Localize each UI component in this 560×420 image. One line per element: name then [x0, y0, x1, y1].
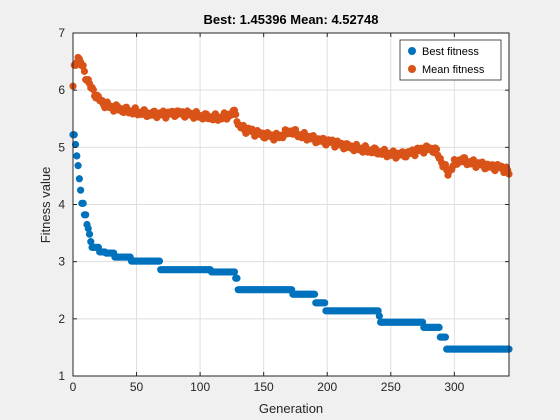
x-tick-label: 300 [444, 380, 464, 394]
data-point [89, 86, 97, 94]
y-axis-label: Fitness value [38, 167, 53, 244]
data-point [232, 110, 240, 119]
data-point [79, 199, 87, 207]
data-point [80, 67, 89, 75]
y-tick-label: 2 [58, 312, 65, 326]
data-point [230, 268, 239, 276]
axis-ticks: 0 50 100 150 200 250 300 1 2 3 4 5 6 7 [58, 26, 509, 394]
x-tick-label: 150 [254, 380, 274, 394]
data-point [310, 290, 319, 298]
data-point [84, 224, 92, 233]
x-tick-label: 50 [130, 380, 144, 394]
data-point [77, 186, 85, 194]
x-axis-label: Generation [259, 401, 323, 416]
y-tick-label: 1 [58, 369, 65, 383]
data-point [375, 312, 383, 320]
data-point [155, 257, 164, 265]
data-point [432, 145, 441, 153]
x-tick-label: 200 [317, 380, 337, 394]
series-best-fitness [69, 131, 513, 353]
data-point [441, 333, 450, 341]
data-point [75, 175, 83, 183]
x-tick-label: 250 [381, 380, 401, 394]
chart-title: Best: 1.45396 Mean: 4.52748 [204, 12, 379, 27]
legend-marker-mean-fitness [408, 65, 416, 73]
data-point [82, 211, 90, 219]
data-point [87, 238, 95, 246]
legend: Best fitness Mean fitness [399, 39, 502, 81]
legend-label-mean-fitness: Mean fitness [422, 64, 485, 76]
data-point [441, 160, 450, 169]
series-mean-fitness [69, 53, 513, 179]
data-point [435, 323, 443, 332]
y-tick-label: 5 [58, 140, 65, 154]
y-tick-label: 6 [58, 83, 65, 97]
data-points [69, 53, 513, 353]
data-point [79, 61, 87, 70]
data-point [85, 230, 94, 238]
y-tick-label: 4 [58, 198, 65, 212]
x-tick-label: 0 [70, 380, 77, 394]
data-point [71, 140, 80, 149]
legend-marker-best-fitness [408, 47, 416, 55]
data-point [321, 299, 329, 307]
y-tick-label: 7 [58, 26, 65, 40]
data-point [74, 162, 82, 170]
data-point [233, 274, 241, 282]
y-tick-label: 3 [58, 255, 65, 269]
legend-label-best-fitness: Best fitness [422, 46, 479, 58]
x-tick-label: 100 [190, 380, 210, 394]
data-point [73, 152, 81, 160]
legend-box [399, 39, 502, 81]
data-point [70, 131, 78, 139]
